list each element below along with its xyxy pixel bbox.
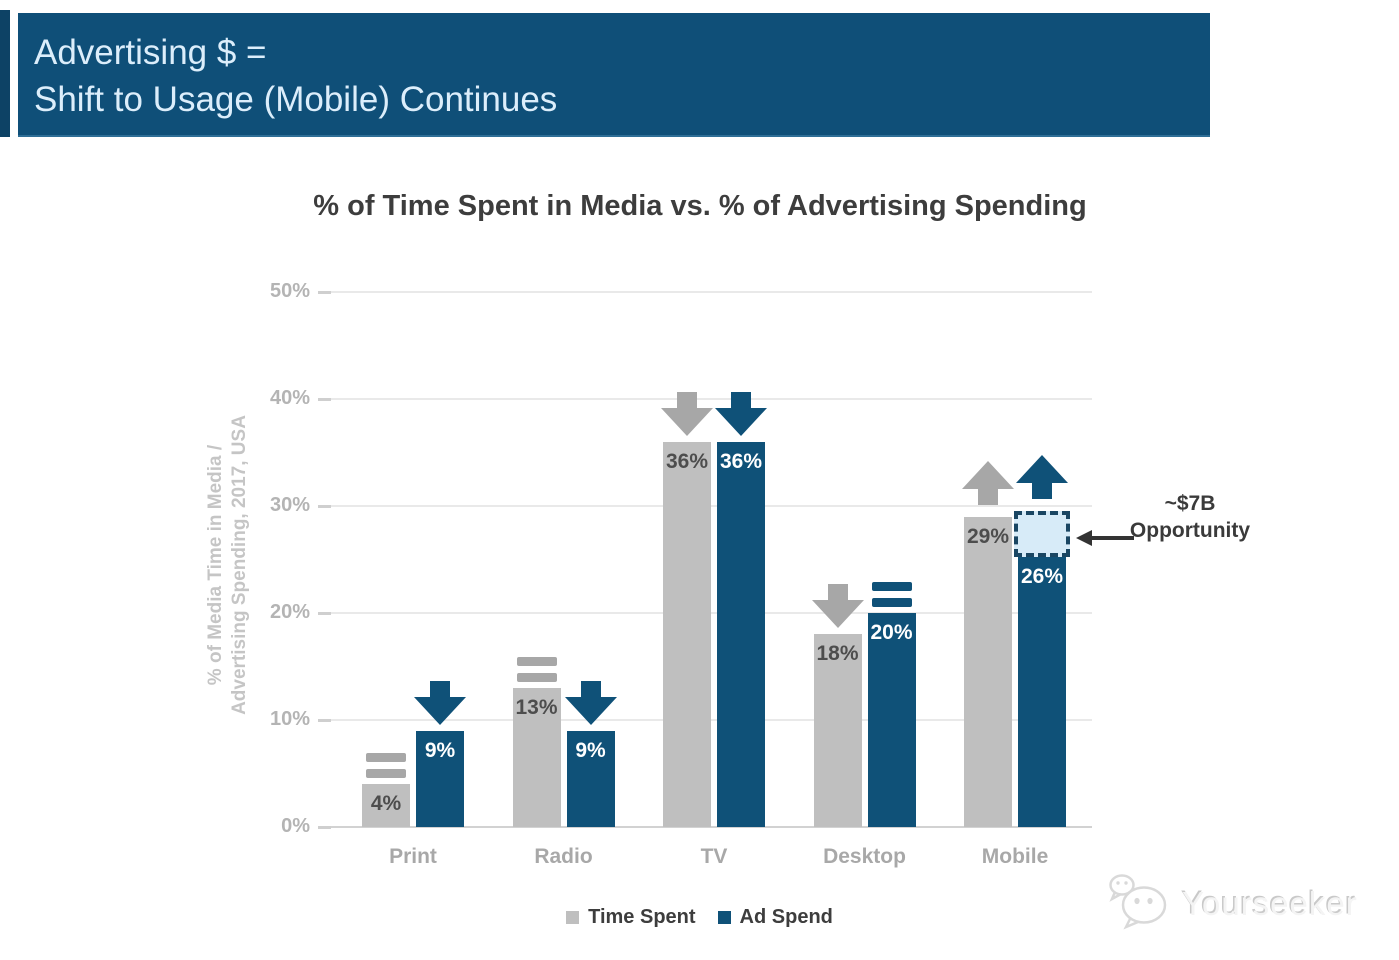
y-tick-mark — [318, 398, 331, 401]
mobile-blue-bar: 26% — [1018, 548, 1066, 827]
left-arrow-icon — [1076, 529, 1134, 552]
y-tick-mark — [318, 612, 331, 615]
x-axis-label-radio: Radio — [534, 845, 593, 868]
opportunity-gap-box — [1014, 511, 1070, 557]
bar-value-label: 9% — [575, 738, 606, 762]
y-tick-label-50%: 50% — [269, 280, 310, 302]
legend-item-ad-spend: Ad Spend — [717, 906, 833, 929]
gridline-40% — [330, 398, 1092, 400]
tv-gray-bar: 36% — [663, 441, 711, 827]
x-axis-label-tv: TV — [700, 845, 728, 868]
y-tick-label-40%: 40% — [269, 387, 310, 409]
chat-bubbles-logo-icon — [1108, 872, 1172, 935]
legend-item-time-spent: Time Spent — [566, 906, 696, 929]
desktop-blue-bar: 20% — [867, 613, 916, 827]
chart-title: % of Time Spent in Media vs. % of Advert… — [313, 190, 1087, 222]
opportunity-annotation-line2: Opportunity — [1129, 519, 1251, 542]
x-axis-label-desktop: Desktop — [823, 845, 906, 868]
legend-label-ad-spend: Ad Spend — [739, 906, 833, 928]
y-tick-mark — [318, 291, 331, 294]
watermark-text: Yourseeker — [1182, 884, 1358, 922]
bar-value-label: 13% — [515, 695, 558, 719]
equal-sign-icon — [366, 753, 406, 783]
equal-sign-icon — [516, 656, 557, 687]
opportunity-annotation: ~$7B Opportunity — [1118, 490, 1262, 544]
gridline-0% — [330, 826, 1092, 828]
radio-gray-bar: 13% — [512, 687, 561, 827]
opportunity-annotation-line1: ~$7B — [1164, 492, 1216, 515]
chart-legend: Time Spent Ad Spend — [0, 906, 1399, 929]
bar-value-label: 26% — [1020, 564, 1064, 588]
y-axis-label-line1: % of Media Time in Media / — [205, 444, 226, 686]
header-title-line2: Shift to Usage (Mobile) Continues — [34, 80, 558, 119]
bar-value-label: 29% — [966, 524, 1010, 548]
bar-value-label: 20% — [870, 621, 913, 644]
legend-label-time-spent: Time Spent — [588, 906, 696, 928]
mobile-gray-bar: 29% — [964, 516, 1012, 827]
up-arrow-icon — [1016, 455, 1068, 504]
down-arrow-icon — [661, 391, 713, 441]
y-tick-label-30%: 30% — [269, 494, 310, 516]
time-spent-swatch-icon — [566, 911, 580, 924]
gridline-10% — [330, 719, 1092, 721]
down-arrow-icon — [564, 680, 617, 730]
ad-spend-swatch-icon — [717, 911, 731, 924]
x-axis-label-mobile: Mobile — [981, 845, 1049, 868]
x-axis-label-print: Print — [389, 845, 437, 868]
gridline-20% — [330, 612, 1092, 614]
gridline-30% — [330, 505, 1092, 507]
bar-value-label: 9% — [424, 738, 456, 762]
down-arrow-icon — [811, 584, 864, 633]
gridline-50% — [330, 291, 1092, 293]
desktop-gray-bar: 18% — [813, 634, 862, 827]
slide-edge-strip — [0, 10, 10, 137]
y-tick-mark — [318, 505, 331, 508]
header-title-line1: Advertising $ = — [34, 33, 267, 72]
down-arrow-icon — [715, 391, 767, 441]
up-arrow-icon — [962, 460, 1014, 510]
radio-blue-bar: 9% — [566, 730, 615, 827]
y-tick-label-20%: 20% — [269, 601, 310, 623]
down-arrow-icon — [414, 680, 466, 730]
equal-sign-icon — [871, 582, 912, 612]
bar-value-label: 36% — [719, 449, 763, 473]
header-banner: Advertising $ = Shift to Usage (Mobile) … — [18, 13, 1210, 137]
bar-value-label: 36% — [665, 449, 709, 473]
y-tick-mark — [318, 826, 331, 829]
bar-value-label: 4% — [370, 792, 402, 816]
bar-value-label: 18% — [816, 642, 859, 666]
print-gray-bar: 4% — [362, 784, 410, 827]
y-tick-label-0%: 0% — [281, 815, 310, 837]
y-tick-label-10%: 10% — [269, 708, 310, 730]
tv-blue-bar: 36% — [717, 441, 765, 827]
y-tick-mark — [318, 719, 331, 722]
print-blue-bar: 9% — [416, 730, 464, 827]
watermark: Yourseeker — [1108, 872, 1358, 935]
